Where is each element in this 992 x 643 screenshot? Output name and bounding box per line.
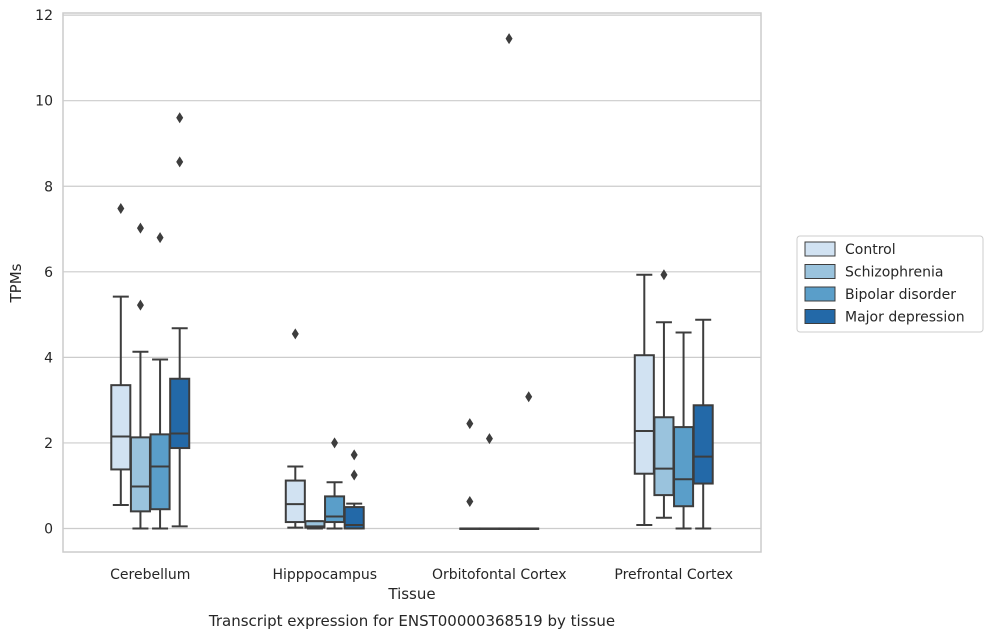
legend-frame — [796, 235, 984, 333]
legend-label: Control — [845, 242, 896, 258]
box — [673, 426, 695, 508]
outlier-point — [331, 437, 339, 449]
box — [129, 436, 151, 513]
outlier-point — [466, 418, 474, 430]
box — [169, 377, 191, 450]
x-tick-label: Orbitofontal Cortex — [432, 567, 567, 583]
box-group — [343, 449, 365, 530]
y-tick-label: 2 — [44, 436, 53, 452]
outlier-point — [660, 269, 668, 281]
y-tick-labels: 0 2 4 6 8 10 12 — [35, 8, 53, 537]
outlier-point — [291, 328, 299, 340]
x-axis-label: Tissue — [387, 585, 435, 603]
legend-swatch — [804, 264, 836, 279]
outlier-point — [505, 33, 513, 45]
x-tick-label: Cerebellum — [110, 567, 190, 583]
box-series — [110, 33, 714, 530]
outlier-point — [117, 202, 125, 214]
box-group — [169, 112, 191, 528]
outlier-point — [156, 232, 164, 244]
legend: Control Schizophrenia Bipolar disorder Majo… — [796, 235, 984, 333]
box-group — [110, 202, 132, 506]
outlier-point — [136, 299, 144, 311]
box — [284, 479, 306, 524]
outlier-point — [176, 156, 184, 168]
box — [324, 495, 346, 524]
x-tick-label: Prefrontal Cortex — [614, 567, 733, 583]
outlier-point — [525, 391, 533, 403]
box-group — [304, 520, 326, 530]
box — [692, 404, 714, 485]
y-tick-label: 12 — [35, 8, 53, 24]
outlier-point — [350, 449, 358, 461]
outlier-point — [176, 112, 184, 124]
y-tick-label: 0 — [44, 521, 53, 537]
y-axis-label: TPMs — [7, 263, 25, 303]
y-tick-label: 10 — [35, 94, 53, 110]
y-tick-label: 8 — [44, 179, 53, 195]
outlier-point — [466, 496, 474, 508]
y-tick-label: 6 — [44, 265, 53, 281]
box — [304, 520, 326, 529]
box-group — [518, 391, 540, 530]
box — [343, 506, 365, 530]
box-group — [129, 222, 151, 530]
box-group — [149, 232, 171, 530]
legend-swatch — [804, 241, 836, 257]
outlier-point — [485, 433, 493, 445]
legend-label: Bipolar disorder — [845, 287, 956, 303]
box-group — [653, 269, 675, 519]
legend-label: Schizophrenia — [845, 265, 943, 281]
box — [633, 354, 655, 475]
legend-swatch — [804, 309, 836, 324]
x-tick-label: Hipppocampus — [272, 567, 377, 583]
legend-label: Major depression — [845, 310, 965, 326]
box-group — [692, 318, 714, 530]
outlier-point — [350, 469, 358, 481]
box-group — [633, 273, 655, 527]
box — [110, 384, 132, 471]
box — [149, 433, 171, 511]
x-tick-labels: Cerebellum Hipppocampus Orbitofontal Corte… — [110, 567, 733, 583]
box-group — [478, 433, 500, 530]
box — [653, 416, 675, 497]
outlier-point — [136, 222, 144, 234]
box-group — [284, 328, 306, 529]
chart-caption: Transcript expression for ENST0000036851… — [208, 612, 615, 630]
y-tick-label: 4 — [44, 350, 53, 366]
box-group — [498, 33, 520, 530]
box-group — [673, 331, 695, 530]
legend-swatch — [804, 286, 836, 302]
